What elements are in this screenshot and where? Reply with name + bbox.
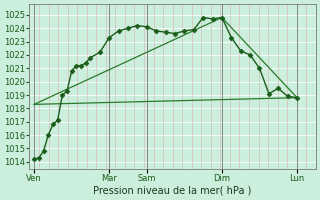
X-axis label: Pression niveau de la mer( hPa ): Pression niveau de la mer( hPa ) — [93, 186, 252, 196]
